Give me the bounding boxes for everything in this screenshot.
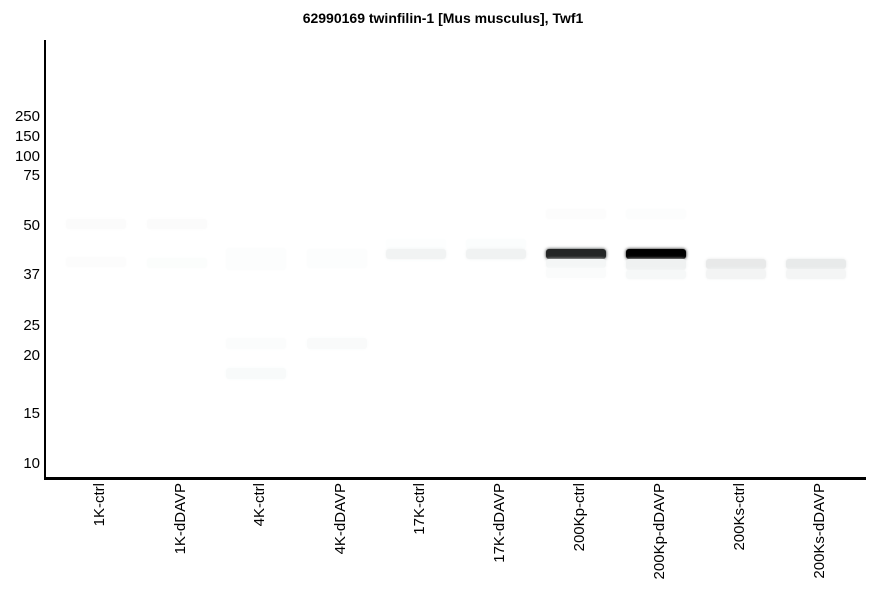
blot-band — [626, 209, 686, 219]
y-axis-tick-label: 250 — [14, 108, 40, 125]
blot-band — [147, 219, 207, 229]
blot-band — [706, 269, 766, 279]
y-axis-tick-label: 37 — [23, 266, 40, 283]
blot-band — [786, 259, 846, 269]
x-axis-lane-label: 4K-ctrl — [251, 483, 268, 527]
blot-band — [786, 269, 846, 279]
blot-band — [546, 249, 606, 259]
x-axis-lane-label: 1K-dDAVP — [172, 483, 189, 555]
blot-band — [706, 259, 766, 269]
blot-band — [307, 338, 367, 349]
x-axis-line — [44, 477, 866, 480]
blot-band — [226, 338, 286, 349]
y-axis-tick-label: 50 — [23, 217, 40, 234]
y-axis-tick-label: 20 — [23, 347, 40, 364]
y-axis-tick-label: 10 — [23, 455, 40, 472]
blot-band — [546, 209, 606, 219]
blot-band — [147, 258, 207, 268]
blot-band — [386, 249, 446, 259]
x-axis-lane-label: 1K-ctrl — [91, 483, 108, 527]
blot-band — [66, 257, 126, 267]
blot-band — [386, 239, 446, 249]
blot-band — [466, 249, 526, 259]
y-axis-tick-label: 100 — [14, 148, 40, 165]
y-axis-tick-label: 75 — [23, 167, 40, 184]
y-axis-tick-label: 150 — [14, 128, 40, 145]
blot-band — [626, 249, 686, 259]
blot-band — [307, 249, 367, 268]
x-axis-lane-label: 200Kp-dDAVP — [651, 483, 668, 580]
y-axis-line — [44, 40, 46, 480]
blot-band — [546, 268, 606, 278]
x-axis-lane-label: 200Kp-ctrl — [571, 483, 588, 552]
blot-band — [546, 259, 606, 268]
x-axis-lane-label: 4K-dDAVP — [332, 483, 349, 555]
blot-band — [626, 270, 686, 279]
blot-band — [626, 259, 686, 270]
y-axis-tick-label: 15 — [23, 405, 40, 422]
blot-band — [466, 239, 526, 249]
figure-title: 62990169 twinfilin-1 [Mus musculus], Twf… — [302, 10, 584, 26]
blot-band — [226, 248, 286, 270]
x-axis-lane-label: 200Ks-ctrl — [731, 483, 748, 551]
blot-band — [66, 219, 126, 229]
x-axis-lane-label: 17K-ctrl — [411, 483, 428, 535]
blot-band — [226, 368, 286, 379]
y-axis-tick-label: 25 — [23, 317, 40, 334]
x-axis-lane-label: 200Ks-dDAVP — [811, 483, 828, 579]
x-axis-lane-label: 17K-dDAVP — [491, 483, 508, 563]
